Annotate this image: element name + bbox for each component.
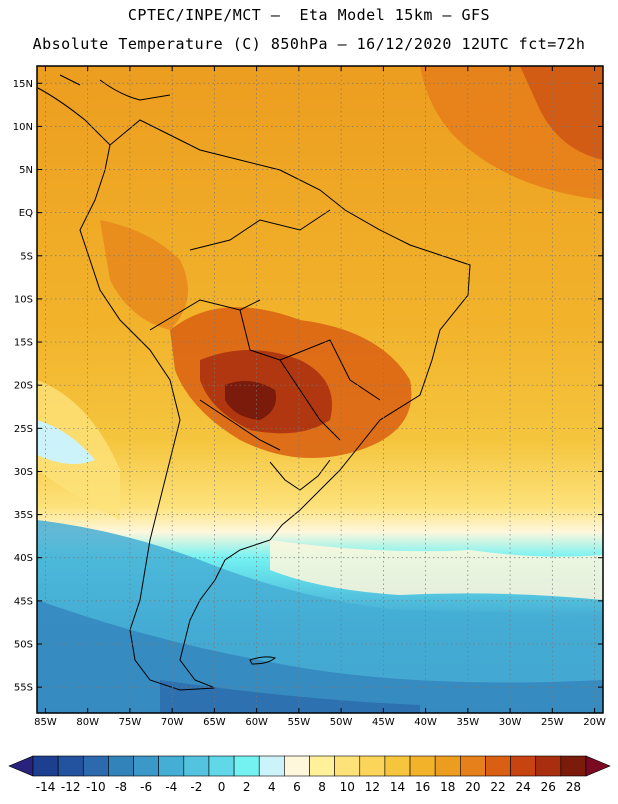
colorbar-label: -14 <box>36 780 56 794</box>
lat-label: 10S <box>14 294 33 305</box>
map-title-line1: CPTEC/INPE/MCT – Eta Model 15km – GFS <box>127 6 491 24</box>
map-frame <box>36 65 604 714</box>
colorbar: -14 -12 -10 -8 -6 -4 -2 0 2 4 6 8 10 12 14 16 18 20 22 24 26… <box>8 755 611 794</box>
colorbar-swatch <box>510 755 537 777</box>
longitude-labels: 85W 80W 75W 70W 65W 60W 55W 50W 45W 40W 35W 30W 25W 2… <box>34 66 606 728</box>
colorbar-swatch <box>82 755 109 777</box>
lon-label: 35W <box>457 717 480 728</box>
colorbar-label: -2 <box>190 780 202 794</box>
lat-label: 40S <box>14 553 33 564</box>
colorbar-label: 26 <box>541 780 556 794</box>
colorbar-label: -6 <box>140 780 152 794</box>
lat-label: EQ <box>19 208 33 219</box>
colorbar-swatch <box>485 755 511 777</box>
colorbar-swatch <box>108 755 134 777</box>
lon-label: 45W <box>372 717 395 728</box>
lat-label: 55S <box>14 683 33 694</box>
colorbar-label: 0 <box>218 780 226 794</box>
lat-label: 5N <box>19 165 33 176</box>
map-title-line2: Absolute Temperature (C) 850hPa – 16/12/… <box>32 35 586 53</box>
colorbar-swatch <box>57 755 84 777</box>
colorbar-label: 6 <box>293 780 301 794</box>
lat-label: 25S <box>14 424 33 435</box>
colorbar-swatch <box>183 755 210 777</box>
temperature-field <box>37 66 603 713</box>
lat-label: 10N <box>13 122 33 133</box>
colorbar-label: 18 <box>440 780 455 794</box>
lon-label: 30W <box>499 717 522 728</box>
colorbar-swatch <box>560 755 587 777</box>
lon-label: 40W <box>414 717 437 728</box>
colorbar-label: 16 <box>415 780 430 794</box>
colorbar-label: 4 <box>268 780 276 794</box>
colorbar-label: 8 <box>318 780 326 794</box>
colorbar-swatch <box>434 755 461 777</box>
lat-label: 35S <box>14 510 33 521</box>
lat-label: 15N <box>13 79 33 90</box>
colorbar-label: -10 <box>86 780 106 794</box>
colorbar-swatch <box>233 755 260 777</box>
lon-label: 50W <box>330 717 353 728</box>
latitude-labels: 15N 10N 5N EQ 5S 10S 15S 20S 25S 30S 35S 40S 45S 50S 5… <box>13 79 603 694</box>
colorbar-above-arrow <box>585 755 611 777</box>
lon-label: 65W <box>203 717 226 728</box>
lon-label: 70W <box>161 717 184 728</box>
colorbar-swatch <box>32 755 59 777</box>
lon-label: 75W <box>119 717 142 728</box>
colorbar-label: 28 <box>566 780 581 794</box>
colorbar-swatch <box>460 755 486 777</box>
colorbar-swatch <box>535 755 562 777</box>
colorbar-label: -12 <box>61 780 81 794</box>
lat-label: 15S <box>14 338 33 349</box>
colorbar-label: 20 <box>465 780 480 794</box>
colorbar-swatch <box>133 755 159 777</box>
coastlines <box>37 74 471 691</box>
colorbar-swatch <box>208 755 235 777</box>
lon-label: 60W <box>245 717 268 728</box>
colorbar-swatch <box>258 755 285 777</box>
lat-label: 50S <box>14 639 33 650</box>
colorbar-label: 14 <box>390 780 405 794</box>
colorbar-swatch <box>359 755 386 777</box>
colorbar-label: 12 <box>365 780 380 794</box>
lat-label: 30S <box>14 467 33 478</box>
colorbar-label: -4 <box>165 780 177 794</box>
lon-label: 25W <box>541 717 564 728</box>
colorbar-swatch <box>158 755 185 777</box>
colorbar-below-arrow <box>8 755 34 777</box>
colorbar-swatch <box>334 755 361 777</box>
lon-label: 55W <box>288 717 311 728</box>
colorbar-label: 22 <box>490 780 505 794</box>
lon-label: 85W <box>34 717 57 728</box>
colorbar-swatch <box>309 755 335 777</box>
colorbar-label: 2 <box>243 780 251 794</box>
colorbar-swatch <box>384 755 411 777</box>
colorbar-swatch <box>284 755 310 777</box>
lat-label: 45S <box>14 596 33 607</box>
lat-label: 20S <box>14 381 33 392</box>
colorbar-label: 24 <box>516 780 531 794</box>
colorbar-swatch <box>409 755 436 777</box>
lat-label: 5S <box>20 251 33 262</box>
colorbar-label: -8 <box>115 780 127 794</box>
colorbar-label: 10 <box>340 780 355 794</box>
lon-label: 80W <box>76 717 99 728</box>
lon-label: 20W <box>583 717 606 728</box>
